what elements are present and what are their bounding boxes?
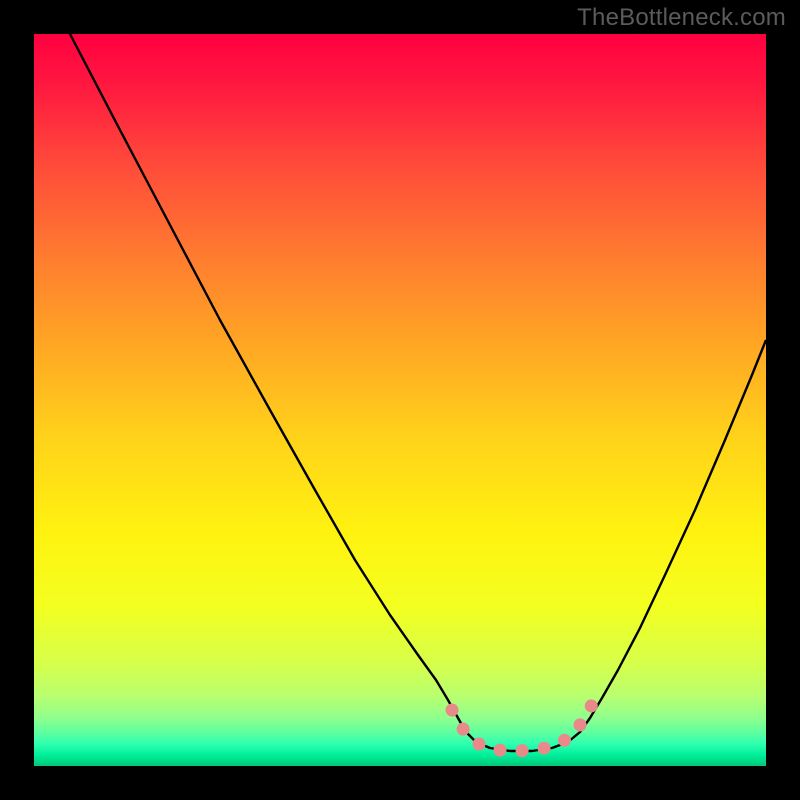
chart-stage: TheBottleneck.com [0, 0, 800, 800]
watermark-text: TheBottleneck.com [577, 4, 786, 32]
chart-svg [0, 0, 800, 800]
plot-background [34, 34, 766, 766]
